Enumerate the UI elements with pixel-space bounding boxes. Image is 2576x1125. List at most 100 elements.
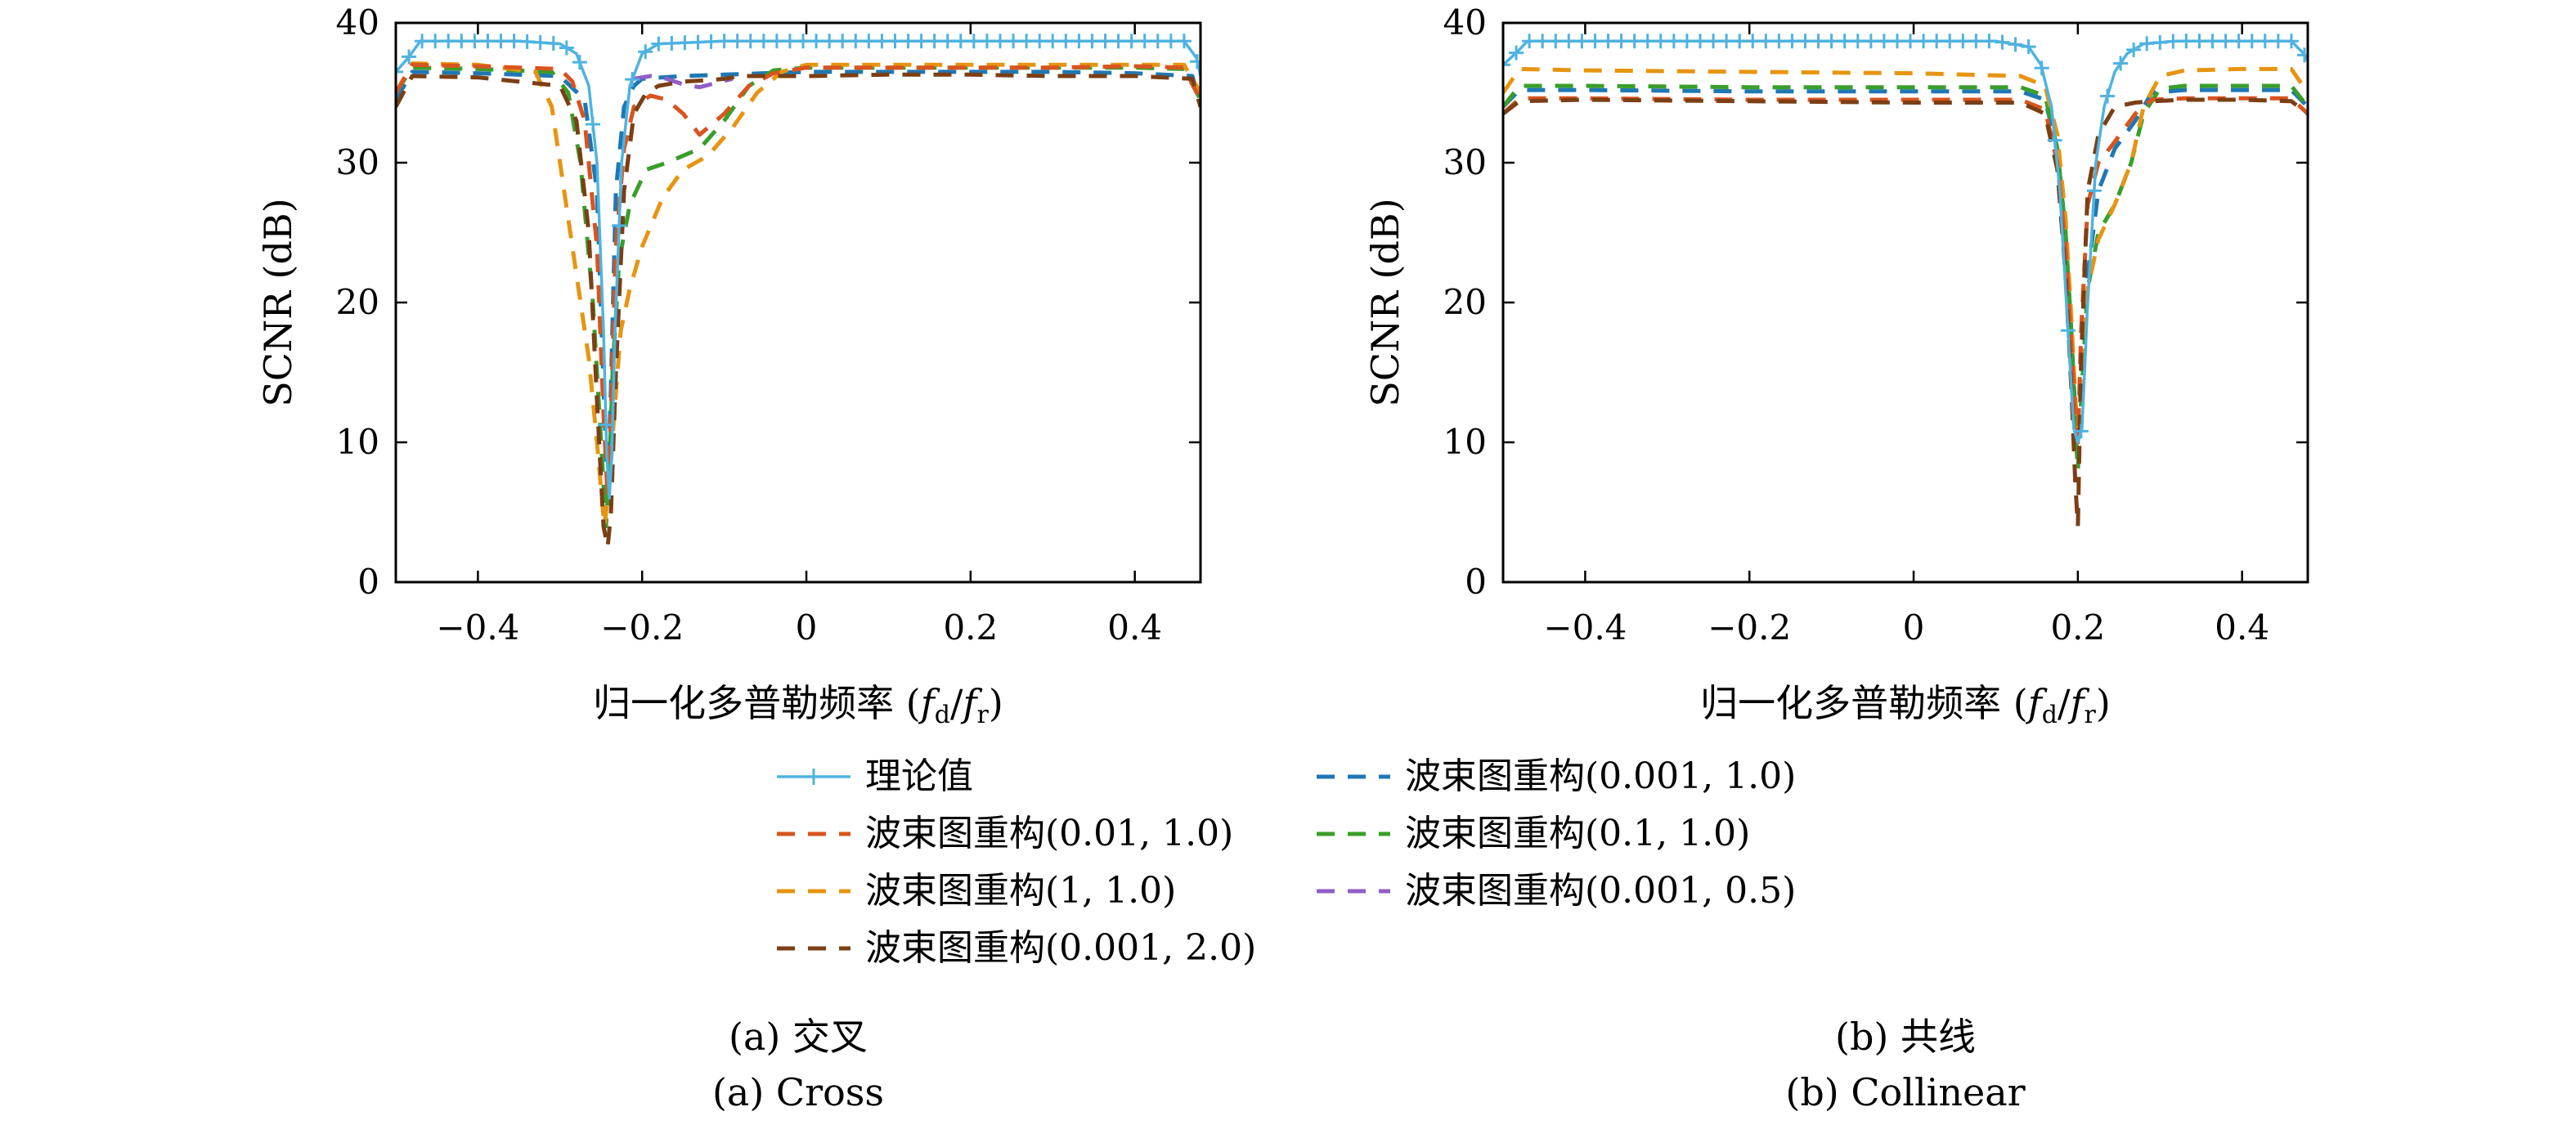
theory-marker <box>2086 183 2102 199</box>
panel-a-ticks: −0.4 −0.2 0 0.2 0.4 0 10 20 30 40 <box>336 2 1200 648</box>
x-tick-label: 0.4 <box>2215 607 2269 648</box>
theory-marker <box>2034 61 2049 76</box>
theory-marker <box>2231 34 2246 49</box>
theory-marker <box>1995 34 2010 50</box>
theory-marker <box>625 72 640 87</box>
theory-marker <box>1627 34 1642 49</box>
y-tick-label: 30 <box>1443 142 1487 182</box>
caption-b-chinese: (b) 共线 <box>1835 1015 1976 1059</box>
theory-marker <box>585 116 600 132</box>
theory-marker <box>1758 34 1774 49</box>
theory-marker <box>1071 34 1087 49</box>
legend-item-bf_1_1.0: 波束图重构(1, 1.0) <box>777 870 1176 912</box>
y-tick-label: 40 <box>1443 2 1487 43</box>
theory-marker <box>677 35 693 51</box>
theory-marker <box>638 44 653 60</box>
theory-marker <box>1797 34 1813 49</box>
theory-marker <box>415 34 430 49</box>
theory-marker <box>913 34 929 49</box>
theory-marker <box>2113 56 2129 71</box>
theory-marker <box>1719 34 1735 49</box>
theory-marker <box>651 36 666 52</box>
theory-marker <box>2192 34 2207 49</box>
theory-marker <box>2218 34 2233 49</box>
y-tick-label: 20 <box>1443 282 1487 322</box>
y-tick-label: 40 <box>336 2 379 43</box>
caption-a-english: (a) Cross <box>712 1070 884 1114</box>
series-line-bf_0.01_1.0 <box>396 62 1200 500</box>
theory-marker <box>2021 39 2036 55</box>
theory-marker <box>2165 34 2181 49</box>
theory-marker <box>690 34 706 50</box>
theory-marker <box>1942 34 1958 49</box>
legend-label: 波束图重构(0.001, 2.0) <box>865 927 1256 969</box>
x-tick-label: −0.2 <box>600 607 684 648</box>
x-tick-label: 0.2 <box>943 607 998 648</box>
theory-marker <box>519 34 535 49</box>
y-tick-label: 0 <box>1465 562 1487 602</box>
theory-marker <box>612 217 627 233</box>
panel-a-chart: −0.4 −0.2 0 0.2 0.4 0 10 20 30 40 SCNR (dB) 归一化多普… <box>256 2 1202 729</box>
theory-marker <box>1503 57 1510 73</box>
series-line-bf_0.001_1.0 <box>1503 87 2308 459</box>
theory-marker <box>1929 34 1945 49</box>
theory-marker <box>1692 34 1708 49</box>
x-tick-label: 0.4 <box>1107 607 1162 648</box>
theory-marker <box>1876 34 1892 49</box>
theory-marker <box>1732 34 1748 49</box>
y-tick-label: 30 <box>336 142 379 182</box>
theory-marker <box>1032 34 1048 49</box>
theory-marker <box>1509 45 1524 61</box>
theory-marker <box>927 34 942 49</box>
theory-marker <box>1889 34 1905 49</box>
theory-marker <box>532 35 548 51</box>
theory-marker <box>1045 34 1061 49</box>
series-line-bf_0.001_1.0 <box>396 69 1200 500</box>
theory-marker <box>953 34 968 49</box>
y-tick-label: 10 <box>1443 422 1487 462</box>
theory-marker <box>1837 34 1852 49</box>
panel-b-x-axis-label: 归一化多普勒频率 (fd/fr) <box>1700 681 2111 729</box>
theory-marker <box>493 34 509 49</box>
caption-a-chinese: (a) 交叉 <box>729 1015 868 1059</box>
theory-marker <box>2060 323 2076 338</box>
theory-marker <box>2283 34 2299 49</box>
theory-marker <box>559 40 574 56</box>
theory-marker <box>796 34 811 49</box>
theory-marker <box>1176 34 1192 49</box>
x-tick-label: −0.4 <box>436 607 519 648</box>
theory-marker <box>979 34 994 49</box>
theory-marker <box>467 34 482 49</box>
legend-item-bf_0.001_0.5: 波束图重构(0.001, 0.5) <box>1317 870 1796 912</box>
series-line-bf_0.001_2.0 <box>1503 97 2308 529</box>
theory-marker <box>1850 34 1865 49</box>
theory-marker <box>1784 34 1800 49</box>
theory-marker <box>1019 34 1034 49</box>
x-tick-label: 0 <box>796 607 818 648</box>
theory-marker <box>1163 34 1178 49</box>
theory-marker <box>1150 34 1165 49</box>
theory-marker <box>1666 34 1681 49</box>
theory-marker <box>1640 34 1655 49</box>
theory-marker <box>545 36 561 52</box>
panel-a-frame <box>394 21 1202 584</box>
theory-marker <box>1981 34 1997 49</box>
theory-marker <box>1968 34 1984 49</box>
panel-b-series <box>1503 34 2308 529</box>
theory-marker <box>1653 34 1668 49</box>
y-tick-label: 0 <box>357 562 379 602</box>
theory-marker <box>966 34 981 49</box>
theory-marker <box>887 34 903 49</box>
theory-marker <box>1097 34 1113 49</box>
theory-marker <box>396 64 403 79</box>
theory-marker <box>756 34 771 49</box>
theory-marker <box>1574 34 1590 49</box>
legend-item-bf_0.001_1.0: 波束图重构(0.001, 1.0) <box>1317 755 1796 797</box>
legend-item-bf_0.1_1.0: 波束图重构(0.1, 1.0) <box>1317 813 1750 854</box>
theory-marker <box>2270 34 2286 49</box>
theory-marker <box>2100 88 2115 104</box>
x-tick-label: 0.2 <box>2050 607 2105 648</box>
theory-marker <box>1587 34 1603 49</box>
theory-marker <box>900 34 916 49</box>
